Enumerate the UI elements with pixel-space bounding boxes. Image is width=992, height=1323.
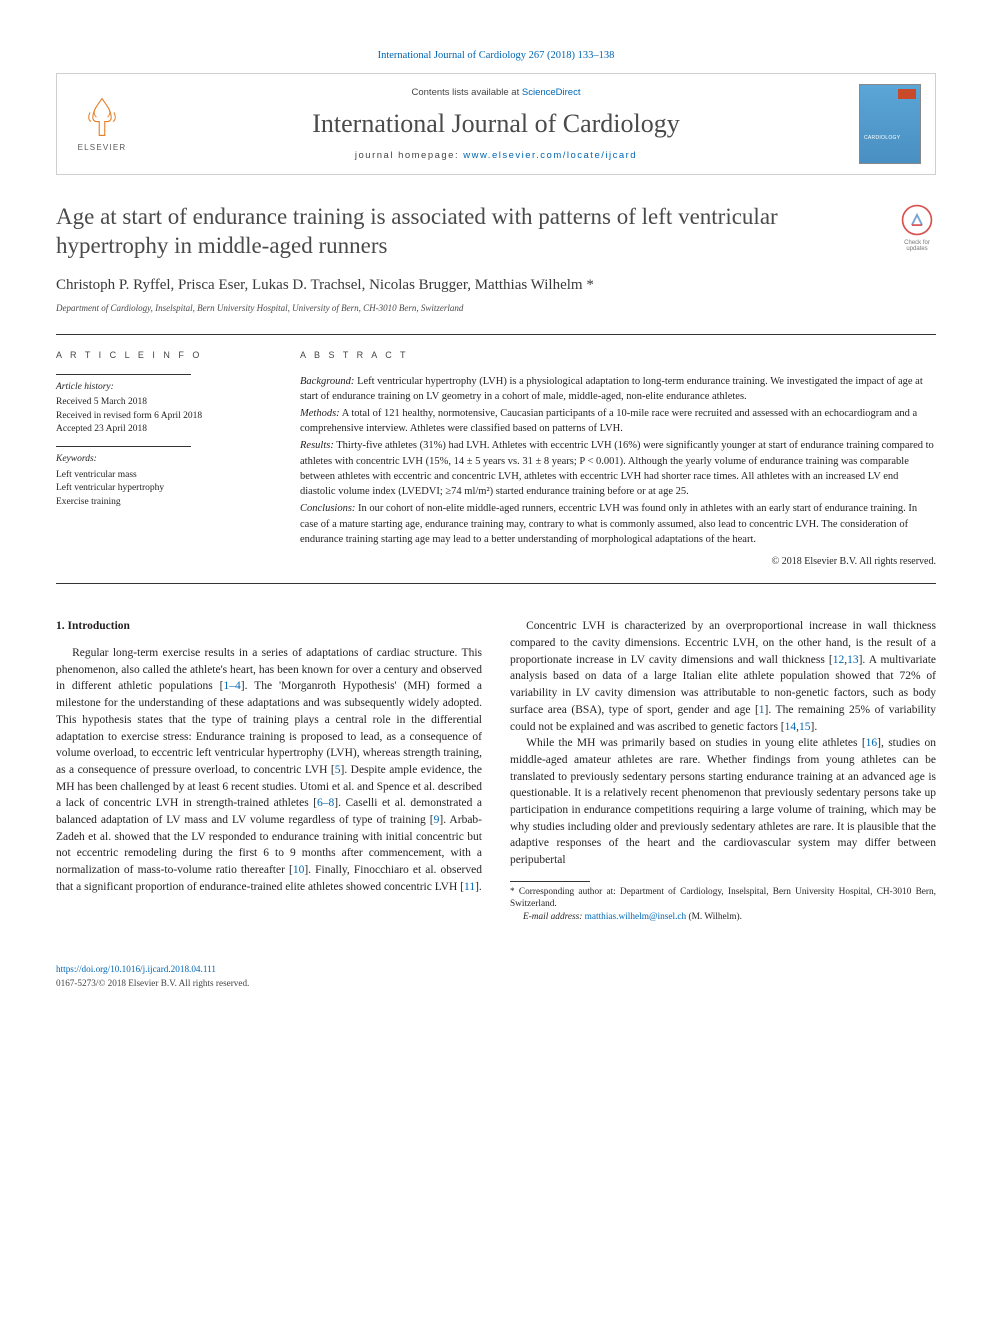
keywords-head: Keywords:	[56, 453, 268, 467]
ref-link[interactable]: 12	[833, 654, 845, 666]
history-head: Article history:	[56, 381, 268, 395]
abstract-label: a b s t r a c t	[300, 349, 936, 362]
keyword: Exercise training	[56, 496, 268, 509]
abstract-background-head: Background:	[300, 376, 354, 387]
abstract-results-head: Results:	[300, 440, 334, 451]
ref-link[interactable]: 6–8	[317, 797, 334, 809]
rule-info-1	[56, 374, 191, 375]
section-heading-intro: 1. Introduction	[56, 618, 482, 635]
ref-link[interactable]: 14	[785, 721, 797, 733]
body-text: ].	[475, 881, 482, 893]
body-para: While the MH was primarily based on stud…	[510, 735, 936, 868]
rule-top	[56, 334, 936, 335]
authors: Christoph P. Ryffel, Prisca Eser, Lukas …	[56, 275, 936, 297]
footnote-rule	[510, 881, 590, 882]
crossmark-icon	[900, 203, 934, 237]
ref-link[interactable]: 13	[847, 654, 859, 666]
abstract-methods: Methods: A total of 121 healthy, normote…	[300, 406, 936, 436]
cover-caption: CARDIOLOGY	[864, 135, 900, 142]
history-line: Accepted 23 April 2018	[56, 423, 268, 436]
footnote-block: * Corresponding author at: Department of…	[510, 881, 936, 924]
page-footer: https://doi.org/10.1016/j.ijcard.2018.04…	[56, 963, 936, 990]
ref-link[interactable]: 15	[799, 721, 811, 733]
ref-link[interactable]: 11	[464, 881, 475, 893]
abstract-copyright: © 2018 Elsevier B.V. All rights reserved…	[300, 555, 936, 570]
email-line: E-mail address: matthias.wilhelm@insel.c…	[510, 911, 936, 924]
ref-link[interactable]: 16	[866, 737, 878, 749]
homepage-prefix: journal homepage:	[355, 150, 463, 161]
top-citation-link[interactable]: International Journal of Cardiology 267 …	[378, 50, 615, 61]
article-info-label: a r t i c l e i n f o	[56, 349, 268, 362]
issn-copyright: 0167-5273/© 2018 Elsevier B.V. All right…	[56, 978, 249, 988]
article-title: Age at start of endurance training is as…	[56, 203, 878, 261]
journal-name: International Journal of Cardiology	[133, 105, 859, 143]
abstract-methods-head: Methods:	[300, 408, 340, 419]
homepage-line: journal homepage: www.elsevier.com/locat…	[133, 149, 859, 163]
keyword: Left ventricular hypertrophy	[56, 482, 268, 495]
sciencedirect-link[interactable]: ScienceDirect	[522, 87, 581, 98]
history-line: Received in revised form 6 April 2018	[56, 410, 268, 423]
body-text: ]. The 'Morganroth Hypothesis' (MH) form…	[56, 680, 482, 775]
abstract-background: Background: Left ventricular hypertrophy…	[300, 374, 936, 404]
masthead: ELSEVIER Contents lists available at Sci…	[56, 73, 936, 175]
updates-label: Check for updates	[898, 240, 936, 253]
abstract-conclusions-head: Conclusions:	[300, 503, 355, 514]
homepage-link[interactable]: www.elsevier.com/locate/ijcard	[463, 150, 637, 161]
body-text: ].	[811, 721, 818, 733]
rule-info-2	[56, 446, 191, 447]
body-para: Concentric LVH is characterized by an ov…	[510, 618, 936, 735]
abstract-results-text: Thirty-five athletes (31%) had LVH. Athl…	[300, 440, 934, 497]
contents-line: Contents lists available at ScienceDirec…	[133, 86, 859, 100]
top-citation: International Journal of Cardiology 267 …	[56, 48, 936, 63]
body-text: ], studies on middle-aged amateur athlet…	[510, 737, 936, 866]
body-para: Regular long-term exercise results in a …	[56, 645, 482, 895]
keyword: Left ventricular mass	[56, 469, 268, 482]
email-link[interactable]: matthias.wilhelm@insel.ch	[585, 912, 687, 922]
contents-prefix: Contents lists available at	[412, 87, 522, 98]
publisher-logo: ELSEVIER	[71, 89, 133, 159]
corresponding-author: * Corresponding author at: Department of…	[510, 886, 936, 911]
publisher-name: ELSEVIER	[78, 142, 127, 154]
abstract-methods-text: A total of 121 healthy, normotensive, Ca…	[300, 408, 917, 434]
abstract-conclusions: Conclusions: In our cohort of non-elite …	[300, 501, 936, 547]
corr-label: * Corresponding author at:	[510, 887, 620, 897]
affiliation: Department of Cardiology, Inselspital, B…	[56, 302, 936, 315]
elsevier-tree-icon	[79, 94, 125, 140]
body-columns: 1. Introduction Regular long-term exerci…	[56, 618, 936, 923]
check-updates-badge[interactable]: Check for updates	[898, 203, 936, 253]
rule-bottom	[56, 583, 936, 584]
email-suffix: (M. Wilhelm).	[686, 912, 742, 922]
abstract-conclusions-text: In our cohort of non-elite middle-aged r…	[300, 503, 917, 544]
ref-link[interactable]: 1–4	[224, 680, 241, 692]
ref-link[interactable]: 10	[293, 864, 305, 876]
history-line: Received 5 March 2018	[56, 396, 268, 409]
abstract-column: a b s t r a c t Background: Left ventric…	[300, 349, 936, 570]
article-info-column: a r t i c l e i n f o Article history: R…	[56, 349, 268, 570]
email-label: E-mail address:	[523, 912, 585, 922]
masthead-center: Contents lists available at ScienceDirec…	[133, 86, 859, 163]
doi-link[interactable]: https://doi.org/10.1016/j.ijcard.2018.04…	[56, 964, 216, 974]
journal-cover-thumb: CARDIOLOGY	[859, 84, 921, 164]
body-text: While the MH was primarily based on stud…	[526, 737, 866, 749]
abstract-background-text: Left ventricular hypertrophy (LVH) is a …	[300, 376, 923, 402]
abstract-results: Results: Thirty-five athletes (31%) had …	[300, 438, 936, 499]
